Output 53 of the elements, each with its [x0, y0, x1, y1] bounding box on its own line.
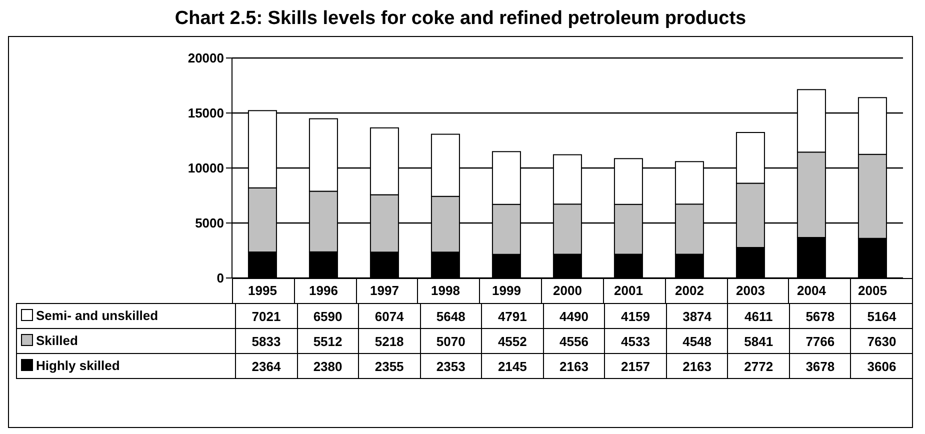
- data-label: 3606: [850, 354, 912, 378]
- data-label: 6074: [358, 304, 420, 328]
- legend-label: Skilled: [36, 332, 78, 348]
- y-tick-label: 20000: [188, 50, 224, 66]
- data-label: 4490: [543, 304, 605, 328]
- data-label: 2145: [482, 354, 544, 378]
- data-label: 3678: [789, 354, 851, 378]
- data-label: 4552: [482, 328, 544, 354]
- x-tick-label: 2001: [614, 283, 643, 298]
- x-tick-label: 2003: [736, 283, 765, 298]
- data-label: 7766: [789, 328, 851, 354]
- x-tick-label: 2002: [675, 283, 704, 298]
- data-label: 7630: [850, 328, 912, 354]
- data-label: 5218: [358, 328, 420, 354]
- data-label: 4611: [728, 304, 790, 328]
- data-label: 4791: [482, 304, 544, 328]
- x-tick-label: 1995: [248, 283, 277, 298]
- y-tick-label: 10000: [188, 160, 224, 176]
- x-tick-label: 2004: [797, 283, 827, 298]
- data-label: 5512: [297, 328, 359, 354]
- data-label: 2353: [420, 354, 482, 378]
- data-label: 2355: [358, 354, 420, 378]
- data-label: 4548: [666, 328, 728, 354]
- data-label: 5648: [420, 304, 482, 328]
- data-label: 7021: [235, 304, 297, 328]
- data-label: 6590: [297, 304, 359, 328]
- data-label: 4556: [543, 328, 605, 354]
- chart-title: Chart 2.5: Skills levels for coke and refined petroleum products: [174, 8, 748, 30]
- data-label: 2380: [297, 354, 359, 378]
- x-tick-label: 2005: [858, 283, 887, 298]
- data-label: 5164: [850, 304, 912, 328]
- data-label: 3874: [666, 304, 728, 328]
- data-label: 5841: [728, 328, 790, 354]
- y-tick-label: 15000: [188, 106, 224, 121]
- y-tick-label: 5000: [195, 216, 224, 231]
- data-label: 2163: [543, 354, 605, 378]
- legend-label: Semi- and unskilled: [36, 308, 158, 323]
- data-label: 2163: [666, 354, 728, 378]
- data-label: 5833: [235, 328, 297, 354]
- data-label: 2157: [604, 354, 666, 378]
- legend-label: Highly skilled: [36, 358, 120, 373]
- y-tick-label: 0: [216, 270, 224, 286]
- x-tick-label: 1996: [309, 283, 338, 298]
- data-label: 2364: [235, 354, 297, 378]
- data-label: 5678: [789, 304, 851, 328]
- x-tick-label: 2000: [553, 283, 582, 298]
- data-label: 4159: [604, 304, 666, 328]
- data-label: 4533: [604, 328, 666, 354]
- data-label: 2772: [728, 354, 790, 378]
- x-tick-label: 1999: [492, 283, 521, 298]
- x-tick-label: 1998: [431, 283, 460, 298]
- x-tick-label: 1997: [370, 283, 399, 298]
- data-label: 5070: [420, 328, 482, 354]
